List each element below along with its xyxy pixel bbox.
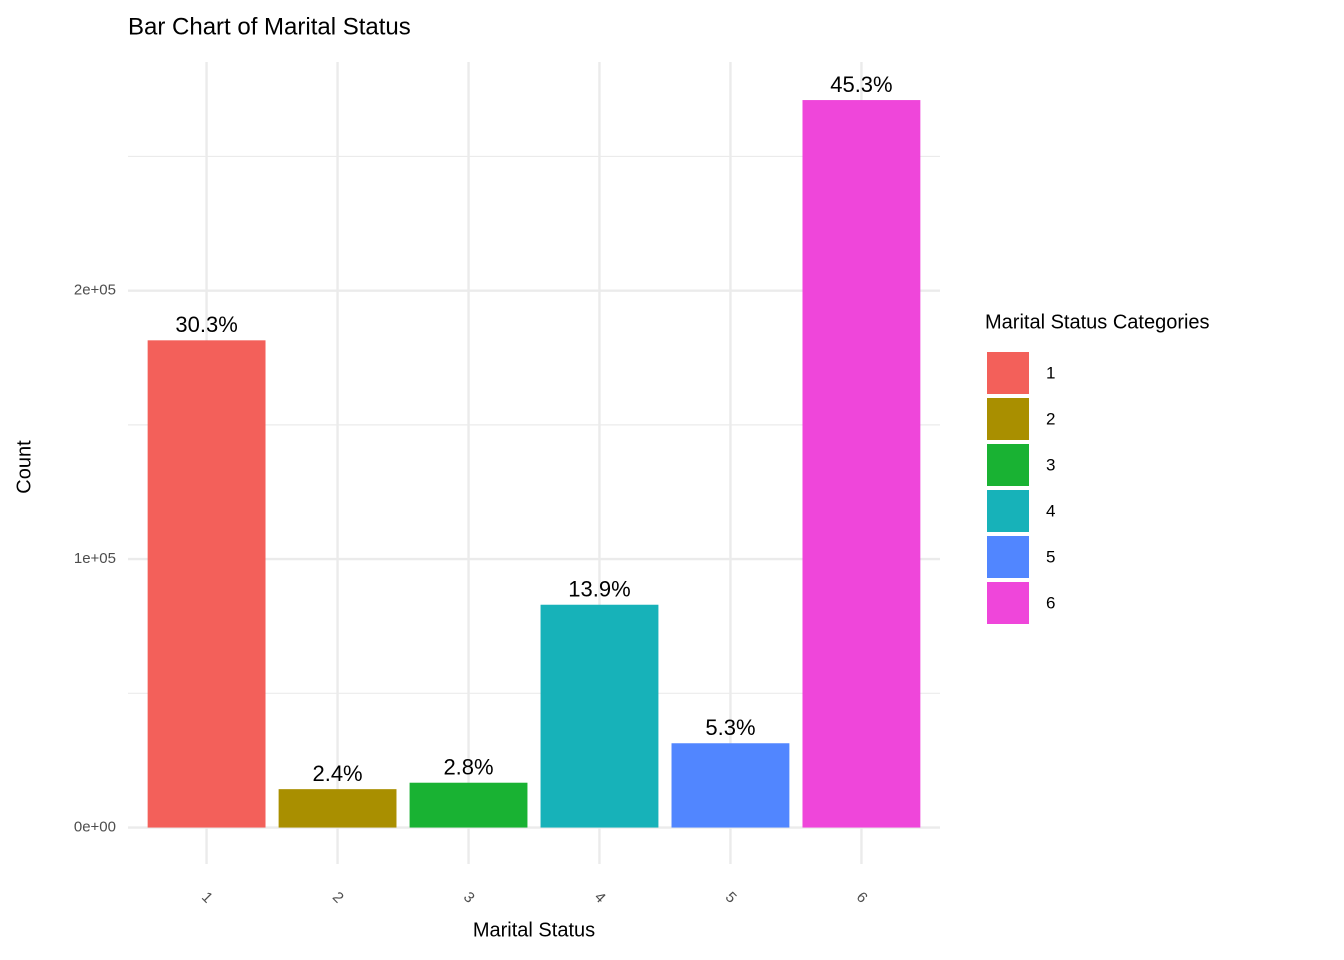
legend-title: Marital Status Categories [985, 311, 1210, 333]
chart-title: Bar Chart of Marital Status [128, 13, 411, 40]
legend-swatch [987, 582, 1029, 624]
y-tick-label: 1e+05 [74, 550, 116, 567]
legend-label: 3 [1046, 455, 1055, 474]
legend-swatch [987, 444, 1029, 486]
legend-swatch [987, 536, 1029, 578]
y-tick-label: 2e+05 [74, 282, 116, 299]
legend-swatch [987, 398, 1029, 440]
x-tick-label: 2 [329, 889, 347, 907]
x-tick-label: 6 [853, 889, 871, 907]
bar [802, 100, 921, 828]
bar [671, 743, 790, 828]
bar [278, 789, 397, 828]
bar [540, 604, 659, 828]
legend-label: 5 [1046, 547, 1055, 566]
data-label: 13.9% [568, 577, 630, 602]
legend-label: 4 [1046, 501, 1055, 520]
y-axis-title: Count [13, 440, 35, 494]
x-tick-label: 5 [722, 889, 740, 907]
data-label: 30.3% [175, 312, 237, 337]
bar [409, 782, 528, 828]
legend-label: 2 [1046, 409, 1055, 428]
legend-swatch [987, 490, 1029, 532]
data-label: 2.4% [312, 761, 362, 786]
legend-label: 1 [1046, 363, 1055, 382]
x-axis-title: Marital Status [473, 919, 595, 941]
data-label: 5.3% [705, 715, 755, 740]
data-label: 45.3% [830, 72, 892, 97]
legend-label: 6 [1046, 593, 1055, 612]
x-tick-label: 3 [460, 889, 478, 907]
y-tick-label: 0e+00 [74, 819, 116, 836]
data-label: 2.8% [443, 755, 493, 780]
legend-swatch [987, 352, 1029, 394]
x-tick-label: 4 [591, 889, 609, 907]
x-tick-label: 1 [198, 889, 216, 907]
bar [147, 340, 266, 828]
